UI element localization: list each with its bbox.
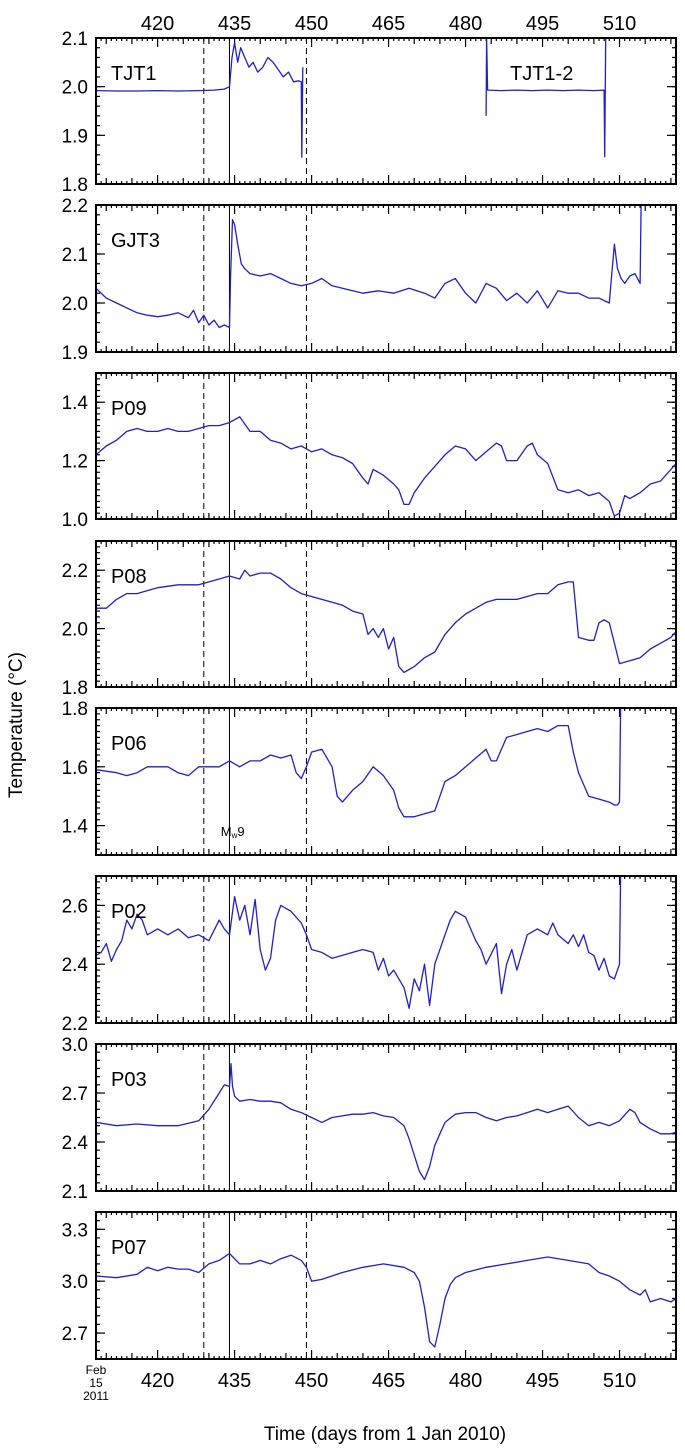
event-label-rest: 9 xyxy=(237,824,244,839)
y-tick-label: 2.2 xyxy=(62,196,88,217)
series-line-p02-1 xyxy=(96,876,622,1009)
panel-label-p02: P02 xyxy=(111,901,147,923)
y-tick-label: 2.7 xyxy=(62,1084,88,1105)
panel-p06: 1.4 1.6 1.8 P06 Mw9 xyxy=(62,699,677,856)
top-x-tick-label: 465 xyxy=(372,13,405,35)
series-group-p03 xyxy=(96,1062,676,1181)
panel-label-p09: P09 xyxy=(111,398,147,420)
y-tick-label: 2.0 xyxy=(62,620,88,641)
y-tick-label: 1.4 xyxy=(62,393,89,414)
y-tick-label: 2.6 xyxy=(62,896,88,917)
bottom-x-tick-label: 495 xyxy=(526,1370,559,1392)
bottom-x-tick-label: 465 xyxy=(372,1370,405,1392)
panel-tjt1: 1.8 1.9 2.0 2.1 TJT1 TJT1-2 xyxy=(62,29,677,196)
y-tick-label: 1.4 xyxy=(62,817,89,838)
y-tick-label: 3.3 xyxy=(62,1220,88,1241)
y-tick-label: 2.1 xyxy=(62,245,88,266)
y-tick-label: 2.4 xyxy=(62,955,89,976)
bottom-x-tick-label: 435 xyxy=(218,1370,251,1392)
y-tick-label: 2.0 xyxy=(62,294,88,315)
series-group-p09 xyxy=(96,416,676,517)
panel-frame xyxy=(95,37,677,185)
series-line-p08-1 xyxy=(96,569,676,674)
top-x-axis: 420 435 450 465 480 495 510 xyxy=(141,13,636,35)
series-line-p07-1 xyxy=(96,1252,676,1348)
y-tick-label: 1.9 xyxy=(62,343,88,364)
panel-label-gjt3: GJT3 xyxy=(111,230,160,252)
y-tick-label: 1.8 xyxy=(62,678,88,699)
y-tick-label: 1.9 xyxy=(62,126,88,147)
panel-p02: 2.2 2.4 2.6 P02 xyxy=(62,875,677,1035)
panel-frame xyxy=(95,707,677,856)
series-group-p02 xyxy=(96,876,622,1009)
panel-p07: 2.7 3.0 3.3 P07 xyxy=(62,1211,677,1360)
y-tick-label: 1.8 xyxy=(62,699,88,720)
panel-p03: 2.1 2.4 2.7 3.0 P03 xyxy=(62,1035,677,1203)
y-tick-label: 2.4 xyxy=(62,1133,89,1154)
date-label-line: Feb xyxy=(86,1363,107,1377)
panel-frame xyxy=(95,540,677,688)
bottom-x-tick-label: 510 xyxy=(603,1370,636,1392)
y-tick-label: 1.2 xyxy=(62,452,88,473)
y-tick-label: 2.7 xyxy=(62,1324,88,1345)
series-group-p08 xyxy=(96,569,676,674)
series-group-tjt1 xyxy=(96,38,607,158)
y-tick-label: 3.0 xyxy=(62,1272,88,1293)
series-line-tjt1-2 xyxy=(485,38,607,158)
event-label-base: M xyxy=(221,824,232,839)
panel-frame xyxy=(95,204,677,353)
panel-label-tjt1: TJT1 xyxy=(111,63,157,85)
bottom-x-tick-label: 480 xyxy=(449,1370,482,1392)
top-x-tick-label: 510 xyxy=(603,13,636,35)
series-line-gjt3-1 xyxy=(96,205,643,329)
y-tick-label: 2.1 xyxy=(62,1182,88,1203)
series-line-p09-1 xyxy=(96,416,676,517)
y-tick-label: 2.2 xyxy=(62,561,88,582)
series-group-gjt3 xyxy=(96,205,643,329)
top-x-tick-label: 420 xyxy=(141,13,174,35)
series-line-tjt1-1 xyxy=(96,42,304,158)
y-tick-label: 1.6 xyxy=(62,758,88,779)
top-x-tick-label: 450 xyxy=(295,13,328,35)
event-label-sub: w xyxy=(231,831,238,840)
series-group-p06 xyxy=(96,708,622,818)
y-tick-label: 2.0 xyxy=(62,78,88,99)
date-label-line: 15 xyxy=(89,1376,103,1390)
panel-frame xyxy=(95,1211,677,1360)
top-x-tick-label: 435 xyxy=(218,13,251,35)
panel-frame xyxy=(95,372,677,520)
series-line-p06-1 xyxy=(96,708,622,818)
panel-label-p08: P08 xyxy=(111,566,147,588)
series-group-p07 xyxy=(96,1252,676,1348)
series-line-p03-1 xyxy=(96,1062,676,1181)
y-tick-label: 2.1 xyxy=(62,29,88,50)
top-x-tick-label: 480 xyxy=(449,13,482,35)
bottom-x-tick-label: 420 xyxy=(141,1370,174,1392)
panel-label-p03: P03 xyxy=(111,1069,147,1091)
event-label: Mw9 xyxy=(221,824,245,840)
panel-label-p07: P07 xyxy=(111,1237,147,1259)
panel-p08: 1.8 2.0 2.2 P08 xyxy=(62,540,677,699)
top-x-tick-label: 495 xyxy=(526,13,559,35)
panel-label-p06: P06 xyxy=(111,733,147,755)
y-tick-label: 1.0 xyxy=(62,510,88,531)
panel-p09: 1.0 1.2 1.4 P09 xyxy=(62,372,677,531)
y-tick-label: 2.2 xyxy=(62,1014,88,1035)
panel-gjt3: 1.9 2.0 2.1 2.2 GJT3 xyxy=(62,196,677,364)
x-axis-label: Time (days from 1 Jan 2010) xyxy=(264,1424,506,1445)
date-label-line: 2011 xyxy=(83,1389,109,1403)
y-tick-label: 3.0 xyxy=(62,1035,88,1056)
panel-frame xyxy=(95,875,677,1024)
y-tick-label: 1.8 xyxy=(62,175,88,196)
bottom-x-tick-label: 450 xyxy=(295,1370,328,1392)
panel-extra-label: TJT1-2 xyxy=(510,63,573,85)
panel-frame xyxy=(95,1043,677,1192)
y-axis-label: Temperature (°C) xyxy=(6,652,27,798)
